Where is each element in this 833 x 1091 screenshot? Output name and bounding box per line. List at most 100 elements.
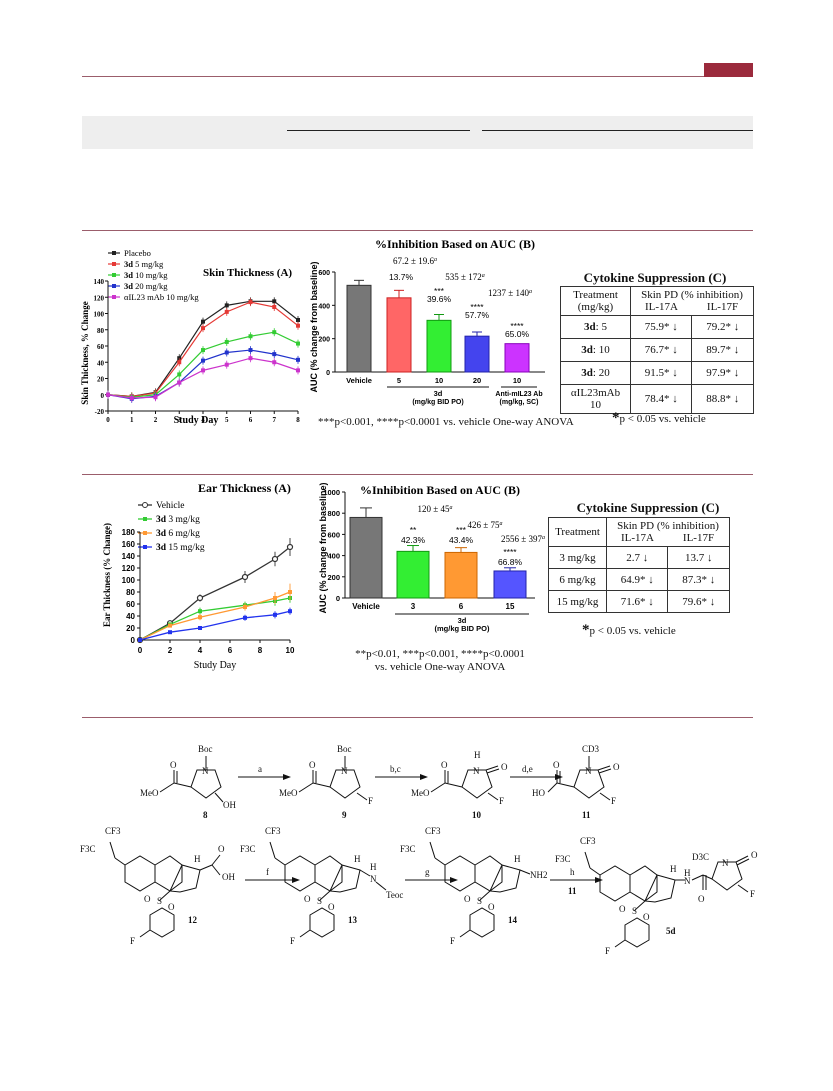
svg-text:O: O xyxy=(328,902,335,912)
table-header-band xyxy=(82,116,753,149)
synthesis-scheme: a b,c d,e f g h 11 8 9 10 11 12 13 14 5d… xyxy=(80,744,758,956)
svg-text:O: O xyxy=(309,760,316,770)
auc1-group2-sub: (mg/kg, SC) xyxy=(500,399,539,406)
ear-series-line xyxy=(139,610,291,641)
cyto1-header-il17a: IL-17A xyxy=(629,301,692,316)
svg-text:OH: OH xyxy=(223,800,236,810)
auc1-pct-label: 39.6% xyxy=(427,294,452,304)
svg-text:O: O xyxy=(488,902,495,912)
skin-data-point xyxy=(224,350,229,355)
ear-chart-title: Ear Thickness (A) xyxy=(198,481,291,495)
auc1-y-tick: 200 xyxy=(318,337,330,344)
ear-y-tick: 80 xyxy=(126,588,135,597)
auc2-pct-label: 66.8% xyxy=(498,557,523,567)
skin-x-tick: 2 xyxy=(154,416,158,424)
svg-text:F: F xyxy=(368,796,373,806)
header-accent xyxy=(704,63,753,77)
svg-text:S: S xyxy=(632,906,637,916)
svg-text:F: F xyxy=(605,946,610,956)
svg-text:N: N xyxy=(684,876,691,886)
skin-data-point xyxy=(296,357,300,362)
ear-y-tick: 100 xyxy=(122,576,136,585)
skin-y-tick: 120 xyxy=(94,294,105,302)
table-row: 3d: 20 91.5* ↓ 97.9* ↓ xyxy=(560,361,754,385)
svg-text:OH: OH xyxy=(222,872,235,882)
compound-9: 9 xyxy=(342,810,347,820)
ear-auc-title: %Inhibition Based on AUC (B) xyxy=(360,483,520,497)
svg-text:D3C: D3C xyxy=(692,852,709,862)
auc2-cat-label: 15 xyxy=(506,602,515,611)
auc2-annotation: 426 ± 75a xyxy=(468,520,503,530)
table-row: 3d: 10 76.7* ↓ 89.7* ↓ xyxy=(560,338,754,362)
svg-text:NH2: NH2 xyxy=(530,870,548,880)
svg-text:F3C: F3C xyxy=(240,844,256,854)
cyto1-header-il17f: IL-17F xyxy=(691,301,754,316)
ear-data-point xyxy=(196,594,204,602)
ear-y-tick: 20 xyxy=(126,624,135,633)
auc1-group-sub: (mg/kg BID PO) xyxy=(412,399,463,406)
ear-auc-chart: %Inhibition Based on AUC (B) 0 200 400 600 8… xyxy=(318,482,545,633)
svg-text:H: H xyxy=(474,750,481,760)
svg-text:O: O xyxy=(464,894,471,904)
auc2-significance: *** xyxy=(456,525,467,535)
ear-y-tick: 160 xyxy=(122,540,136,549)
ear-data-point xyxy=(273,612,277,617)
svg-text:Boc: Boc xyxy=(198,744,213,754)
auc1-bar xyxy=(386,297,412,373)
svg-text:F: F xyxy=(450,936,455,946)
svg-text:MeO: MeO xyxy=(140,788,159,798)
skin-x-tick: 6 xyxy=(249,416,253,424)
ear-x-tick: 0 xyxy=(138,646,143,655)
svg-text:O: O xyxy=(501,762,508,772)
ear-data-point xyxy=(273,596,277,600)
skin-data-point xyxy=(224,303,229,308)
skin-series-line xyxy=(107,331,299,398)
svg-text:O: O xyxy=(643,912,650,922)
auc1-group2-label: Anti-mIL23 Ab xyxy=(495,391,542,398)
ear-y-axis-label: Ear Thickness (% Change) xyxy=(102,523,112,627)
skin-y-tick: 100 xyxy=(94,311,105,319)
ear-auc-footnote: **p<0.01, ***p<0.001, ****p<0.0001 vs. ve… xyxy=(355,648,525,673)
ear-x-tick: 8 xyxy=(258,646,263,655)
ear-data-point xyxy=(243,615,247,620)
skin-data-point xyxy=(201,326,205,331)
auc2-y-tick: 800 xyxy=(327,509,340,518)
ear-x-axis-label: Study Day xyxy=(194,660,237,671)
svg-text:O: O xyxy=(698,894,705,904)
skin-y-axis-label: Skin Thickness, % Change xyxy=(80,301,90,404)
ear-data-point xyxy=(138,638,142,642)
cyto1-header-pd: Skin PD (% inhibition) xyxy=(630,286,754,301)
legend-marker xyxy=(143,531,147,535)
svg-text:CF3: CF3 xyxy=(105,826,121,836)
cyto1-header-treatment: Treatment (mg/kg) xyxy=(560,286,631,316)
skin-data-point xyxy=(201,319,205,324)
skin-data-point xyxy=(248,300,253,305)
cyto2-header-il17f: IL-17F xyxy=(667,532,730,547)
ear-x-tick: 10 xyxy=(286,646,295,655)
auc2-bar xyxy=(444,551,478,599)
svg-text:F: F xyxy=(290,936,295,946)
ear-data-point xyxy=(198,615,202,620)
auc2-significance: **** xyxy=(503,547,517,557)
skin-data-point xyxy=(153,395,158,400)
svg-text:CF3: CF3 xyxy=(265,826,281,836)
svg-text:H: H xyxy=(670,864,677,874)
auc2-cat-label: Vehicle xyxy=(352,602,380,611)
table-row: αIL23mAb 10 78.4* ↓ 88.8* ↓ xyxy=(560,384,754,414)
legend-marker xyxy=(112,295,116,299)
ear-series-line xyxy=(139,591,291,641)
table-row: 3 mg/kg 2.7 ↓ 13.7 ↓ xyxy=(548,546,730,569)
svg-text:F: F xyxy=(611,796,616,806)
skin-x-axis-label: Study Day xyxy=(174,415,219,426)
auc1-cat-label: 20 xyxy=(473,376,481,385)
legend-marker xyxy=(143,517,147,521)
svg-text:CF3: CF3 xyxy=(580,836,596,846)
compound-8: 8 xyxy=(203,810,208,820)
skin-data-point xyxy=(248,356,253,361)
ear-data-point xyxy=(288,609,292,614)
ear-y-tick: 40 xyxy=(126,612,135,621)
auc1-bar xyxy=(346,284,372,373)
ear-y-tick: 180 xyxy=(122,528,136,537)
skin-data-point xyxy=(177,356,182,361)
ear-data-point xyxy=(198,626,202,630)
